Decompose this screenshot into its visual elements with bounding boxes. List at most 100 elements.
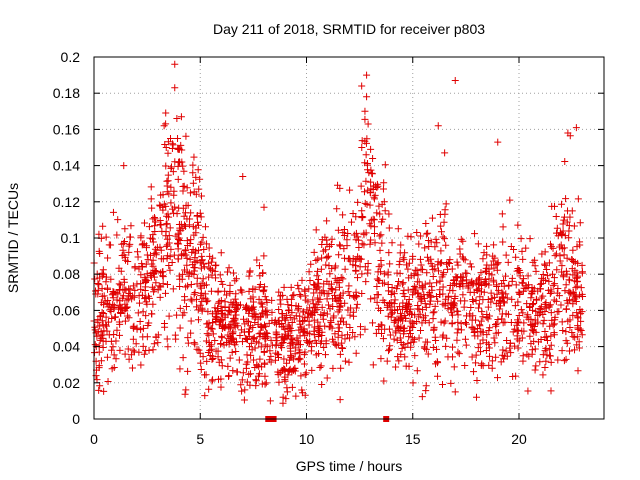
data-point xyxy=(373,180,381,188)
data-point xyxy=(167,245,175,253)
data-point xyxy=(456,250,464,258)
data-point xyxy=(552,212,560,220)
data-point xyxy=(568,255,576,263)
data-point xyxy=(512,281,520,289)
data-point xyxy=(338,314,346,322)
data-point xyxy=(301,391,309,399)
data-point xyxy=(226,354,234,362)
data-point xyxy=(184,334,192,342)
data-point xyxy=(398,344,406,352)
data-point xyxy=(499,346,507,354)
data-point xyxy=(230,317,238,325)
data-point xyxy=(294,337,302,345)
data-point xyxy=(233,368,241,376)
data-point xyxy=(252,376,260,384)
data-point xyxy=(353,300,361,308)
data-point xyxy=(123,304,131,312)
data-point xyxy=(152,279,160,287)
data-point xyxy=(473,376,481,384)
data-point xyxy=(253,361,261,369)
data-point xyxy=(279,399,287,407)
data-point xyxy=(393,269,401,277)
data-point xyxy=(562,195,570,203)
data-point xyxy=(193,303,201,311)
data-point xyxy=(397,350,405,358)
data-point xyxy=(514,318,522,326)
data-point xyxy=(201,371,209,379)
data-point xyxy=(143,251,151,259)
data-point xyxy=(451,295,459,303)
data-point xyxy=(298,386,306,394)
data-point xyxy=(427,260,435,268)
data-point xyxy=(303,338,311,346)
data-point xyxy=(517,306,525,314)
data-point xyxy=(276,369,284,377)
data-point xyxy=(347,218,355,226)
data-point xyxy=(441,206,449,214)
data-point xyxy=(472,316,480,324)
data-point xyxy=(214,307,222,315)
data-point xyxy=(399,341,407,349)
data-point xyxy=(344,288,352,296)
data-point xyxy=(453,258,461,266)
data-point xyxy=(129,282,137,290)
data-point xyxy=(141,273,149,281)
outlier-point xyxy=(364,120,372,128)
data-point xyxy=(147,183,155,191)
data-point xyxy=(323,236,331,244)
data-point xyxy=(516,269,524,277)
data-point xyxy=(437,318,445,326)
data-point xyxy=(385,345,393,353)
data-point xyxy=(426,300,434,308)
data-point xyxy=(317,362,325,370)
data-point xyxy=(162,242,170,250)
outlier-point xyxy=(441,149,449,157)
data-point xyxy=(541,260,549,268)
data-point xyxy=(203,357,211,365)
data-point xyxy=(267,352,275,360)
data-point xyxy=(361,137,369,145)
data-point xyxy=(240,396,248,404)
data-point xyxy=(569,297,577,305)
data-point xyxy=(152,267,160,275)
data-point xyxy=(183,215,191,223)
data-point xyxy=(575,338,583,346)
data-point xyxy=(174,230,182,238)
data-point xyxy=(96,312,104,320)
data-point xyxy=(474,304,482,312)
data-point xyxy=(174,245,182,253)
data-point xyxy=(291,364,299,372)
data-point xyxy=(288,318,296,326)
data-point xyxy=(512,253,520,261)
data-point xyxy=(547,358,555,366)
data-point xyxy=(113,231,121,239)
data-point xyxy=(434,258,442,266)
data-point xyxy=(565,276,573,284)
data-point xyxy=(109,208,117,216)
data-point xyxy=(138,262,146,270)
data-point xyxy=(323,374,331,382)
data-point xyxy=(361,115,369,123)
data-point xyxy=(294,306,302,314)
data-point xyxy=(116,301,124,309)
data-point xyxy=(117,281,125,289)
data-point xyxy=(164,149,172,157)
x-axis-title: GPS time / hours xyxy=(296,458,403,474)
data-point xyxy=(225,264,233,272)
data-point xyxy=(356,323,364,331)
data-point xyxy=(553,289,561,297)
y-axis-title: SRMTID / TECUs xyxy=(5,183,21,293)
data-point xyxy=(305,268,313,276)
data-point xyxy=(186,255,194,263)
data-point xyxy=(277,292,285,300)
data-point xyxy=(323,310,331,318)
data-point xyxy=(113,296,121,304)
data-point xyxy=(218,362,226,370)
data-point xyxy=(385,325,393,333)
data-point xyxy=(144,322,152,330)
data-point xyxy=(446,256,454,264)
data-point xyxy=(262,296,270,304)
data-point xyxy=(550,296,558,304)
data-point xyxy=(245,328,253,336)
data-point xyxy=(288,309,296,317)
